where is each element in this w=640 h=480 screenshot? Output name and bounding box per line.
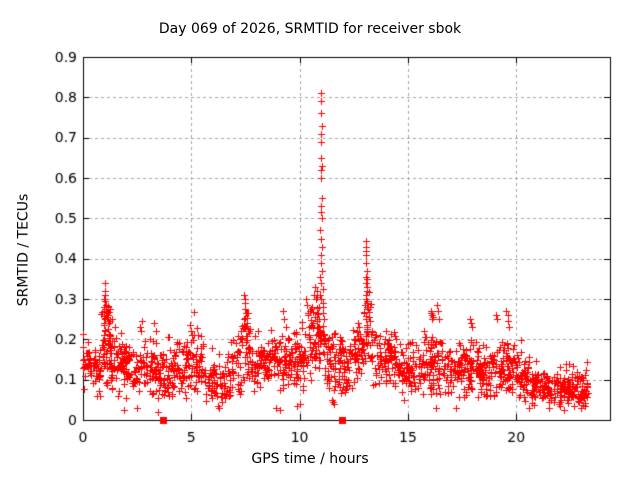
x-axis-label: GPS time / hours [251, 451, 369, 467]
y-axis-label: SRMTID / TECUs [15, 193, 32, 307]
chart-title: Day 069 of 2026, SRMTID for receiver sbo… [158, 21, 462, 37]
